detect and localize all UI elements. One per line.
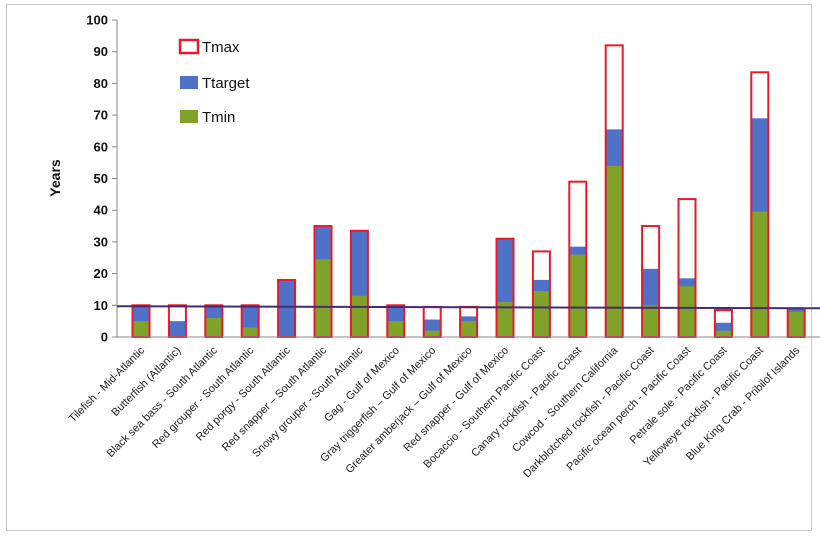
bar-tmin	[751, 211, 769, 337]
bar-tmin	[678, 286, 696, 337]
bars	[116, 44, 820, 339]
bar-tmin	[132, 321, 150, 337]
bar-tmin	[642, 305, 660, 337]
bar-group	[531, 250, 551, 338]
bar-group	[495, 237, 515, 338]
y-tick-label: 70	[94, 108, 108, 123]
legend-swatch-ttarget	[180, 76, 198, 89]
y-tick-label: 40	[94, 203, 108, 218]
bar-tmin	[205, 317, 223, 337]
y-tick-label: 30	[94, 234, 108, 249]
legend-label-tmin: Tmin	[202, 109, 235, 126]
bar-group	[677, 198, 697, 338]
bar-group	[750, 71, 770, 339]
x-tick-label: Butterfish (Atlantic)	[109, 345, 183, 419]
bar-ttarget	[168, 321, 186, 337]
bar-group	[240, 304, 260, 338]
bar-group	[422, 305, 442, 339]
bar-group	[131, 304, 151, 338]
bar-tmin	[423, 330, 441, 337]
bar-tmin	[787, 311, 805, 337]
bar-group	[568, 180, 588, 338]
legend-label-ttarget: Ttarget	[202, 75, 250, 92]
x-tick-label: Darkblotched rockfish - Pacific Coast	[521, 345, 657, 481]
y-tick-label: 10	[94, 298, 108, 313]
bar-tmin	[241, 327, 259, 337]
y-tick-label: 60	[94, 139, 108, 154]
bar-tmin	[387, 321, 405, 337]
legend-label-tmax: Tmax	[202, 39, 240, 56]
bar-group	[349, 229, 369, 338]
y-axis-label: Years	[47, 159, 63, 197]
y-tick-label: 100	[86, 13, 108, 28]
y-tick-label: 0	[101, 330, 108, 345]
bar-group	[167, 304, 187, 338]
bar-tmin	[605, 165, 623, 337]
bar-group	[641, 225, 661, 338]
bar-tmin	[714, 330, 732, 337]
y-axis: 0 10 20 30 40 50 60 70 80 90 100	[86, 13, 118, 345]
bar-group	[713, 309, 733, 338]
y-tick-label: 50	[94, 171, 108, 186]
bar-tmin	[496, 302, 514, 337]
bar-tmin	[569, 254, 587, 337]
bar-tmin	[350, 295, 368, 337]
bar-tmin	[532, 291, 550, 337]
bar-group	[204, 304, 224, 338]
y-tick-label: 20	[94, 266, 108, 281]
bar-group	[459, 305, 479, 339]
bar-group	[277, 278, 297, 339]
legend-swatch-tmin	[180, 110, 198, 123]
bar-tmin	[314, 259, 332, 337]
bar-group	[786, 307, 806, 339]
bar-group	[313, 225, 333, 338]
bar-ttarget	[278, 279, 296, 337]
y-tick-label: 80	[94, 76, 108, 91]
reference-line	[116, 305, 820, 310]
legend: Tmax Ttarget Tmin	[178, 38, 250, 126]
bar-group	[386, 304, 406, 338]
legend-swatch-tmax	[178, 38, 200, 55]
y-tick-label: 90	[94, 44, 108, 59]
bar-group	[604, 44, 624, 339]
bar-tmin	[460, 321, 478, 337]
